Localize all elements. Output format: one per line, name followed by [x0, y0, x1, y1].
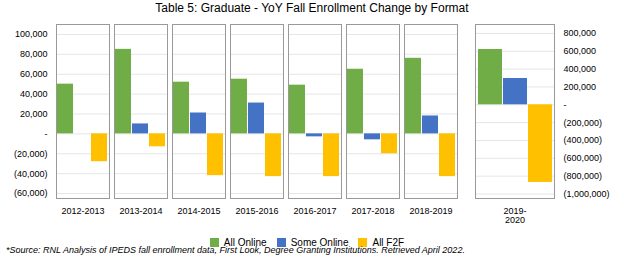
- svg-text:(800,000): (800,000): [564, 171, 603, 181]
- svg-text:600,000: 600,000: [564, 46, 597, 56]
- svg-text:2015-2016: 2015-2016: [235, 206, 278, 216]
- svg-text:(1,000,000): (1,000,000): [564, 189, 610, 199]
- svg-text:800,000: 800,000: [564, 28, 597, 38]
- svg-text:20,000: 20,000: [20, 109, 48, 119]
- svg-text:2012-2013: 2012-2013: [61, 206, 104, 216]
- svg-text:2018-2019: 2018-2019: [409, 206, 452, 216]
- svg-text:(400,000): (400,000): [564, 135, 603, 145]
- html-text:All F2F: All F2F: [372, 237, 405, 248]
- svg-text:2014-2015: 2014-2015: [177, 206, 220, 216]
- svg-text:-: -: [45, 129, 48, 139]
- html-text:All Online: All Online: [223, 237, 267, 248]
- svg-text:(60,000): (60,000): [14, 188, 48, 198]
- svg-text:40,000: 40,000: [20, 89, 48, 99]
- svg-text:2017-2018: 2017-2018: [351, 206, 394, 216]
- svg-text:2013-2014: 2013-2014: [119, 206, 162, 216]
- svg-text:2019-2020: 2019-2020: [503, 206, 526, 225]
- svg-text:(20,000): (20,000): [14, 149, 48, 159]
- svg-text:200,000: 200,000: [564, 82, 597, 92]
- svg-text:2016-2017: 2016-2017: [293, 206, 336, 216]
- svg-text:-: -: [564, 100, 567, 110]
- svg-text:(200,000): (200,000): [564, 118, 603, 128]
- svg-text:80,000: 80,000: [20, 49, 48, 59]
- svg-text:(40,000): (40,000): [14, 169, 48, 179]
- html-text:*Source: RNL Analysis of IPEDS: *Source: RNL Analysis of IPEDS fall enro…: [6, 245, 465, 255]
- html-text:Table 5: Graduate - YoY Fall E: Table 5: Graduate - YoY Fall Enrollment …: [155, 1, 469, 15]
- svg-text:(600,000): (600,000): [564, 153, 603, 163]
- svg-text:100,000: 100,000: [15, 29, 48, 39]
- html-text:Some Online: Some Online: [290, 237, 349, 248]
- svg-text:400,000: 400,000: [564, 64, 597, 74]
- svg-text:60,000: 60,000: [20, 69, 48, 79]
